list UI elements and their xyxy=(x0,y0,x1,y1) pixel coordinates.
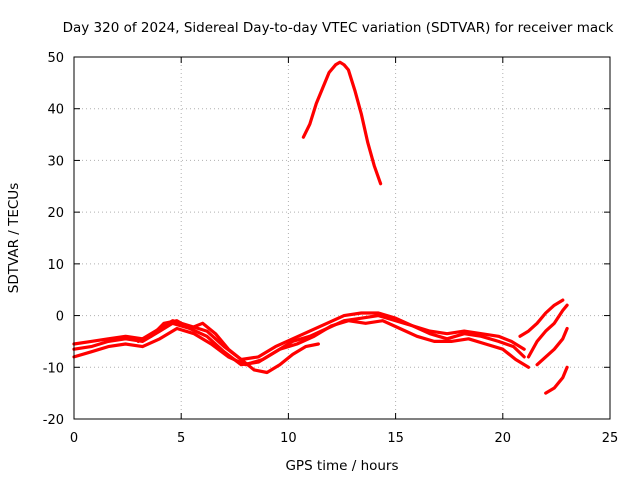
series-track-9 xyxy=(544,365,569,395)
y-tick-label-20: 20 xyxy=(47,206,64,221)
x-tick-label-20: 20 xyxy=(495,431,512,446)
x-axis-label: GPS time / hours xyxy=(285,458,398,474)
x-tick-label-0: 0 xyxy=(70,431,78,446)
x-tick-label-25: 25 xyxy=(602,431,619,446)
series-track-4 xyxy=(136,319,320,375)
series-track-6 xyxy=(518,298,565,338)
y-tick-label--10: -10 xyxy=(43,361,64,376)
grid-lines xyxy=(74,57,610,419)
chart-title: Day 320 of 2024, Sidereal Day-to-day VTE… xyxy=(63,20,614,36)
series-track-8 xyxy=(535,326,569,367)
axis-ticks: 0 5 10 15 20 25 -20 -10 0 10 20 30 40 50 xyxy=(43,51,619,446)
x-tick-label-10: 10 xyxy=(280,431,297,446)
data-series-group xyxy=(72,60,569,395)
y-tick-label--20: -20 xyxy=(43,413,64,428)
series-track-5 xyxy=(301,60,383,186)
x-tick-label-15: 15 xyxy=(387,431,404,446)
y-axis-label: SDTVAR / TECUs xyxy=(6,183,22,293)
x-tick-label-5: 5 xyxy=(177,431,185,446)
plot-frame xyxy=(73,56,611,420)
y-tick-label-40: 40 xyxy=(47,103,64,118)
y-tick-label-10: 10 xyxy=(47,258,64,273)
series-track-2 xyxy=(72,319,531,369)
series-track-3 xyxy=(72,311,526,362)
series-track-7 xyxy=(526,303,569,359)
y-tick-label-30: 30 xyxy=(47,154,64,169)
y-tick-label-0: 0 xyxy=(56,310,64,325)
y-tick-label-50: 50 xyxy=(47,51,64,66)
